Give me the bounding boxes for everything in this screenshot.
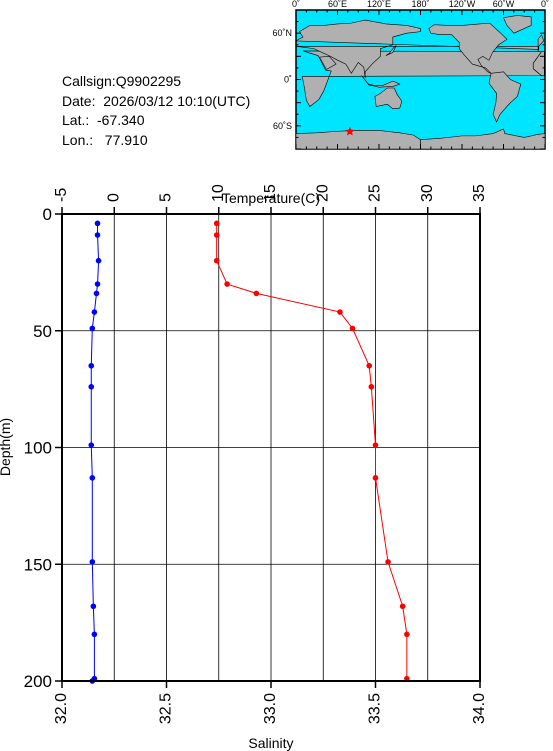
land-japan xyxy=(385,45,397,56)
temperature-tick-label: 0 xyxy=(105,193,122,202)
temperature-axis: -5 0 5 10 15 20 25 30 35 xyxy=(53,184,488,214)
temperature-tick-label: -5 xyxy=(53,188,70,202)
salinity-data-point xyxy=(404,631,410,638)
salinity-data-point xyxy=(224,281,230,287)
salinity-tick-label: 33.5 xyxy=(367,693,384,724)
land-indonesia xyxy=(361,75,401,88)
map-lon-label: 0˚ xyxy=(292,0,300,9)
temperature-series-line xyxy=(90,223,100,682)
depth-tick-label: 0 xyxy=(43,205,52,224)
land-australia xyxy=(374,87,403,110)
salinity-data-point xyxy=(366,362,373,369)
temperature-data-point xyxy=(91,309,98,315)
temperature-tick-label: 15 xyxy=(262,184,279,202)
map-lon-label: 0˚ xyxy=(541,0,549,9)
map-land xyxy=(294,15,546,150)
land-north-america xyxy=(428,22,508,74)
temperature-data-point xyxy=(94,281,101,287)
depth-tick-label: 100 xyxy=(24,439,52,458)
lat-label: Lat.: -67.340 xyxy=(62,112,145,128)
land-antarctica-east xyxy=(295,130,421,150)
land-west-africa xyxy=(532,51,545,76)
plot-area: -5 0 5 10 15 20 25 30 35 32.0 32.5 33.0 33.5 34.0 05… xyxy=(0,184,488,751)
temperature-data-point xyxy=(89,475,96,481)
temperature-tick-label: 5 xyxy=(158,193,175,202)
depth-tick-label: 150 xyxy=(24,555,52,574)
land-south-america xyxy=(488,71,522,123)
depth-tick-label: 50 xyxy=(33,322,52,341)
date-label: Date: 2026/03/12 10:10(UTC) xyxy=(62,92,251,109)
station-star-icon xyxy=(345,126,355,136)
salinity-data-point xyxy=(372,442,379,448)
map-lat-label: 60˚S xyxy=(273,121,292,131)
temperature-tick-label: 35 xyxy=(471,184,488,202)
salinity-data-point xyxy=(349,325,356,332)
station-info: Callsign:Q9902295 Date: 2026/03/12 10:10… xyxy=(62,72,250,150)
map-lat-label: 0˚ xyxy=(284,75,292,85)
temperature-data-point xyxy=(89,559,96,565)
lon-label: Lon.: 77.910 xyxy=(62,131,148,148)
map-lon-label: 120˚W xyxy=(449,0,476,9)
temperature-data-point xyxy=(89,325,96,332)
map-frame-ticks xyxy=(295,9,546,150)
salinity-data-point xyxy=(213,220,220,227)
salinity-data-point xyxy=(372,475,379,481)
temperature-tick-label: 20 xyxy=(314,184,331,202)
land-arabia xyxy=(319,56,337,70)
land-western-europe xyxy=(537,34,544,52)
salinity-data-point xyxy=(385,559,391,565)
salinity-tick-label: 34.0 xyxy=(471,693,488,724)
salinity-data-point xyxy=(213,232,220,238)
salinity-data-point xyxy=(399,603,406,610)
salinity-data-point xyxy=(213,257,220,264)
salinity-data-point xyxy=(253,290,260,297)
salinity-tick-label: 32.0 xyxy=(53,693,70,724)
salinity-data-point xyxy=(368,383,375,390)
depth-tick-label: 200 xyxy=(24,672,52,691)
depth-axis-title: Depth(m) xyxy=(0,418,13,476)
depth-axis: 0 50 100 150 200 xyxy=(24,205,62,691)
salinity-tick-label: 33.0 xyxy=(262,693,279,724)
map-lon-labels: 0˚ 60˚E 120˚E 180˚ 120˚W 60˚W 0˚ xyxy=(292,0,549,9)
salinity-axis-title: Salinity xyxy=(248,735,293,751)
callsign-label: Callsign:Q9902295 xyxy=(62,73,182,89)
temperature-data-point xyxy=(94,232,101,238)
world-map: 0˚ 60˚E 120˚E 180˚ 120˚W 60˚W 0˚ 60˚N 0˚ 60˚S xyxy=(272,0,549,150)
salinity-tick-label: 32.5 xyxy=(158,693,175,724)
map-lat-label: 60˚N xyxy=(272,28,292,38)
map-lon-label: 60˚E xyxy=(328,0,347,9)
temperature-tick-label: 10 xyxy=(210,184,227,202)
temperature-tick-label: 25 xyxy=(367,184,384,202)
temperature-data-point xyxy=(91,631,98,638)
salinity-data-point xyxy=(337,309,343,315)
map-lon-label: 60˚W xyxy=(493,0,515,9)
land-greenland xyxy=(503,15,532,34)
temperature-data-point xyxy=(88,383,95,390)
temperature-axis-title: Temperature(C) xyxy=(222,190,320,206)
temperature-data-point xyxy=(90,603,97,610)
temperature-data-point xyxy=(88,362,95,369)
temperature-data-point xyxy=(94,220,101,227)
station-marker xyxy=(345,126,355,136)
series-layer xyxy=(88,220,410,684)
land-europe-asia xyxy=(294,19,540,78)
map-lon-label: 120˚E xyxy=(367,0,391,9)
temperature-data-point xyxy=(93,290,100,297)
temperature-tick-label: 30 xyxy=(419,184,436,202)
temperature-data-point xyxy=(95,257,102,264)
temperature-data-point xyxy=(88,442,95,448)
map-lon-label: 180˚ xyxy=(411,0,429,9)
map-lat-labels: 60˚N 0˚ 60˚S xyxy=(272,28,292,131)
salinity-axis: 32.0 32.5 33.0 33.5 34.0 xyxy=(53,681,488,724)
